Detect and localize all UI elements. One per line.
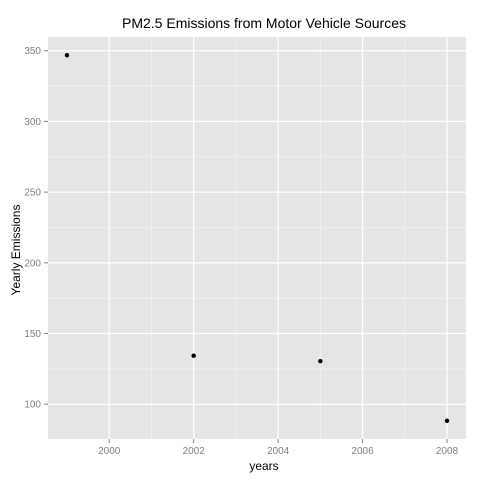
- y-tick-label: 100: [24, 400, 41, 411]
- chart-title: PM2.5 Emissions from Motor Vehicle Sourc…: [122, 15, 406, 31]
- y-tick-label: 300: [24, 117, 41, 128]
- x-tick-label: 2000: [98, 446, 121, 457]
- major-gridlines: [48, 37, 466, 439]
- y-tick-label: 250: [24, 188, 41, 199]
- y-tick-label: 150: [24, 329, 41, 340]
- data-point: [444, 418, 450, 423]
- data-point: [318, 359, 323, 364]
- x-tick-label: 2002: [183, 446, 206, 457]
- y-tick-label: 200: [24, 258, 41, 269]
- y-axis-title: Yearly Emissions: [9, 205, 23, 296]
- x-tick-label: 2004: [267, 446, 290, 457]
- data-points: [64, 53, 450, 423]
- x-axis-title: years: [249, 459, 278, 473]
- x-axis-ticks: 2000 2002 2004 2006 2008: [98, 439, 459, 457]
- plot-panel: [48, 37, 466, 439]
- y-axis-ticks: 100 150 200 250 300 350: [24, 46, 48, 411]
- x-tick-label: 2006: [351, 446, 374, 457]
- data-point: [191, 353, 196, 358]
- data-point: [64, 53, 70, 58]
- minor-gridlines: [48, 37, 466, 439]
- x-tick-label: 2008: [436, 446, 459, 457]
- y-tick-label: 350: [24, 46, 41, 57]
